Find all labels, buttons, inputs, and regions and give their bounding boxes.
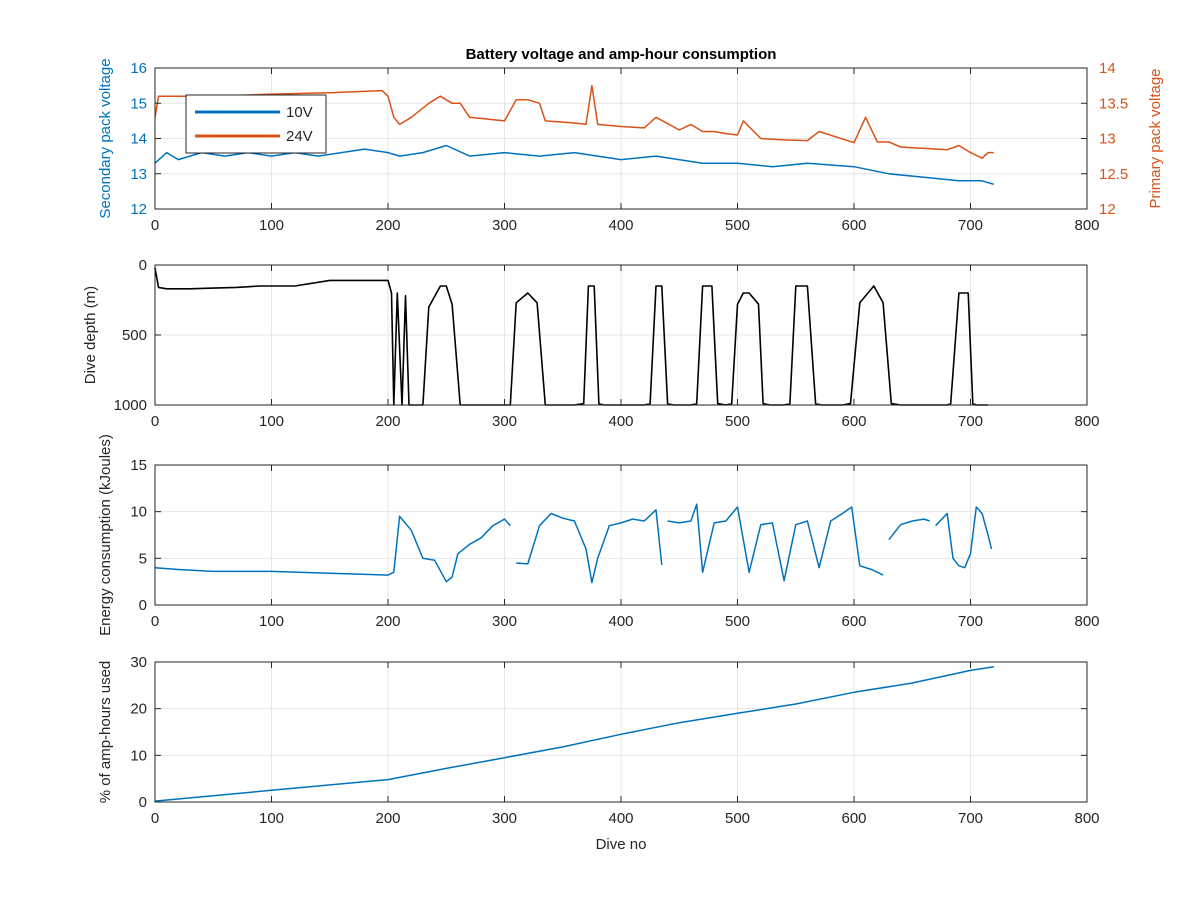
y-axis-label: Energy consumption (kJoules) <box>97 434 114 636</box>
x-tick-label: 100 <box>259 810 284 827</box>
y-axis-label-right: Primary pack voltage <box>1147 68 1164 208</box>
x-axis-label: Dive no <box>596 836 647 853</box>
x-tick-label: 400 <box>608 613 633 630</box>
y-right-tick-label: 13 <box>1099 131 1116 148</box>
y-axis-label: Secondary pack voltage <box>97 58 114 218</box>
y-right-tick-label: 13.5 <box>1099 95 1128 112</box>
y-tick-label: 15 <box>130 95 147 112</box>
series-line-24v <box>154 84 994 159</box>
series-line-2-2 <box>667 503 884 582</box>
x-tick-label: 300 <box>492 810 517 827</box>
x-tick-label: 100 <box>259 413 284 430</box>
y-tick-label: 0 <box>139 257 147 274</box>
y-tick-label: 1000 <box>114 397 147 414</box>
series-line-2-1 <box>516 509 663 584</box>
x-tick-label: 300 <box>492 217 517 234</box>
amphours-panel: 0 100 200 300 400 500 600 700 800 0 10 20 30 % of amp… <box>97 654 1100 853</box>
x-tick-label: 300 <box>492 413 517 430</box>
series-line-2-3 <box>888 518 930 541</box>
x-tick-label: 700 <box>958 217 983 234</box>
x-tick-label: 0 <box>151 613 159 630</box>
x-tick-label: 0 <box>151 413 159 430</box>
legend-box <box>185 94 327 154</box>
y-axis-label: % of amp-hours used <box>97 661 114 804</box>
x-tick-label: 200 <box>375 810 400 827</box>
x-tick-label: 600 <box>841 217 866 234</box>
legend-label-24v: 24V <box>286 128 313 145</box>
y-tick-label: 10 <box>130 747 147 764</box>
x-tick-label: 400 <box>608 217 633 234</box>
x-tick-label: 400 <box>608 810 633 827</box>
x-tick-label: 600 <box>841 613 866 630</box>
y-tick-label: 500 <box>122 327 147 344</box>
x-tick-label: 800 <box>1074 613 1099 630</box>
y-axis-label: Dive depth (m) <box>82 286 99 384</box>
x-tick-label: 500 <box>725 810 750 827</box>
series-line-1-0 <box>154 267 988 406</box>
y-tick-label: 0 <box>139 597 147 614</box>
chart-title: Battery voltage and amp-hour consumption <box>466 46 777 63</box>
y-tick-label: 30 <box>130 654 147 671</box>
x-tick-label: 700 <box>958 413 983 430</box>
x-tick-label: 200 <box>375 217 400 234</box>
y-tick-label: 16 <box>130 60 147 77</box>
x-tick-label: 700 <box>958 810 983 827</box>
x-tick-label: 0 <box>151 217 159 234</box>
x-tick-label: 300 <box>492 613 517 630</box>
x-tick-label: 100 <box>259 217 284 234</box>
x-tick-label: 600 <box>841 413 866 430</box>
series-line-3-0 <box>154 665 994 802</box>
y-tick-label: 13 <box>130 166 147 183</box>
y-tick-label: 15 <box>130 457 147 474</box>
x-tick-label: 500 <box>725 413 750 430</box>
x-tick-label: 400 <box>608 413 633 430</box>
legend-label-10v: 10V <box>286 104 313 121</box>
x-tick-label: 800 <box>1074 810 1099 827</box>
x-tick-label: 200 <box>375 613 400 630</box>
series-line-2-0 <box>154 515 511 583</box>
y-tick-label: 20 <box>130 701 147 718</box>
y-tick-label: 14 <box>130 131 147 148</box>
y-right-tick-label: 14 <box>1099 60 1116 77</box>
x-tick-label: 200 <box>375 413 400 430</box>
y-tick-label: 0 <box>139 794 147 811</box>
series-line-2-4 <box>935 506 993 569</box>
y-tick-label: 5 <box>139 550 147 567</box>
voltage-panel: 0 100 200 300 400 500 600 700 80012131415161212.… <box>97 46 1164 234</box>
y-tick-label: 10 <box>130 504 147 521</box>
depth-panel: 0 100 200 300 400 500 600 700 800 0 500 1000 Dive de… <box>82 257 1100 430</box>
x-tick-label: 500 <box>725 613 750 630</box>
x-tick-label: 800 <box>1074 217 1099 234</box>
x-tick-label: 800 <box>1074 413 1099 430</box>
x-tick-label: 500 <box>725 217 750 234</box>
y-right-tick-label: 12.5 <box>1099 166 1128 183</box>
energy-panel: 0 100 200 300 400 500 600 700 800 0 5 10 15 Energy co… <box>97 434 1100 636</box>
x-tick-label: 0 <box>151 810 159 827</box>
y-right-tick-label: 12 <box>1099 201 1116 218</box>
x-tick-label: 600 <box>841 810 866 827</box>
x-tick-label: 700 <box>958 613 983 630</box>
x-tick-label: 100 <box>259 613 284 630</box>
y-tick-label: 12 <box>130 201 147 218</box>
